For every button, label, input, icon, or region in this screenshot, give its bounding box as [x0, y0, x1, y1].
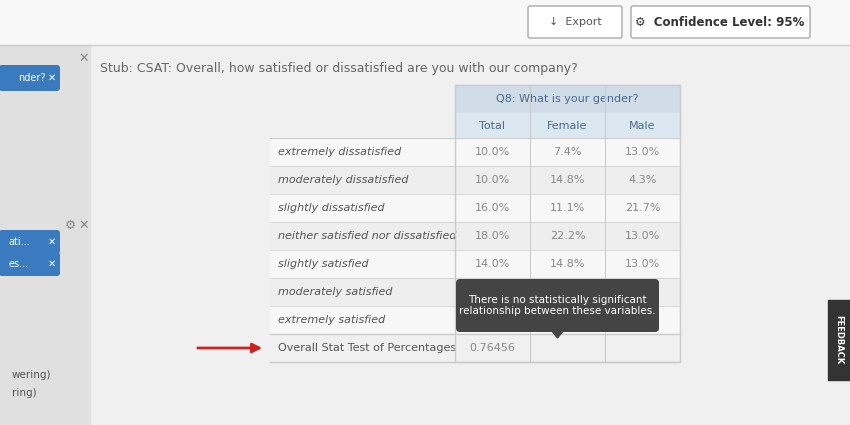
Text: moderately dissatisfied: moderately dissatisfied	[278, 175, 409, 185]
Text: wering): wering)	[12, 370, 52, 380]
Text: 13.0%: 13.0%	[625, 259, 660, 269]
Text: 18.0%: 18.0%	[475, 231, 510, 241]
Bar	[828, 300, 850, 380]
FancyBboxPatch shape	[456, 279, 659, 332]
Text: 16.0%: 16.0%	[475, 315, 510, 325]
FancyBboxPatch shape	[528, 6, 622, 38]
Text: ⚙: ⚙	[65, 218, 76, 232]
Text: 14.8%: 14.8%	[550, 287, 586, 297]
Bar	[270, 278, 680, 306]
Text: ati...: ati...	[8, 237, 30, 247]
Text: 7.4%: 7.4%	[553, 147, 581, 157]
Text: Total: Total	[479, 121, 506, 130]
Text: 0.76456: 0.76456	[469, 343, 515, 353]
Text: 4.3%: 4.3%	[628, 175, 657, 185]
FancyBboxPatch shape	[0, 65, 60, 91]
Text: extremely satisfied: extremely satisfied	[278, 315, 385, 325]
Text: ring): ring)	[12, 388, 37, 398]
Bar	[455, 113, 680, 138]
Text: Overall Stat Test of Percentages: Overall Stat Test of Percentages	[278, 343, 456, 353]
Text: 14.8%: 14.8%	[550, 259, 586, 269]
Text: Female: Female	[547, 121, 587, 130]
Text: slightly dissatisfied: slightly dissatisfied	[278, 203, 384, 213]
Bar	[270, 334, 680, 362]
Bar	[455, 85, 680, 113]
Text: 21.7%: 21.7%	[625, 203, 660, 213]
Bar	[270, 250, 680, 278]
Bar	[270, 138, 680, 166]
Text: es...: es...	[8, 259, 28, 269]
Text: Q8: What is your gender?: Q8: What is your gender?	[496, 94, 638, 104]
Text: 14.0%: 14.0%	[475, 259, 510, 269]
Text: ✕: ✕	[48, 237, 56, 247]
Text: ✕: ✕	[48, 73, 56, 83]
Bar	[270, 306, 680, 334]
Bar	[270, 166, 680, 194]
FancyBboxPatch shape	[0, 230, 60, 254]
Polygon shape	[549, 328, 565, 338]
Text: nder?: nder?	[18, 73, 46, 83]
Text: 14.8%: 14.8%	[550, 175, 586, 185]
FancyBboxPatch shape	[631, 6, 810, 38]
Bar	[270, 222, 680, 250]
Text: 13.0%: 13.0%	[625, 147, 660, 157]
Text: slightly satisfied: slightly satisfied	[278, 259, 369, 269]
Text: extremely dissatisfied: extremely dissatisfied	[278, 147, 401, 157]
Bar	[0, 0, 850, 45]
Text: 16.0%: 16.0%	[475, 287, 510, 297]
Text: 10.0%: 10.0%	[475, 175, 510, 185]
Bar	[455, 85, 680, 362]
Text: 22.2%: 22.2%	[550, 231, 586, 241]
Text: ✕: ✕	[79, 51, 89, 65]
Text: 10.0%: 10.0%	[475, 147, 510, 157]
Text: ✕: ✕	[79, 218, 89, 232]
Bar	[270, 194, 680, 222]
Text: FEEDBACK: FEEDBACK	[835, 315, 843, 365]
Text: Male: Male	[629, 121, 655, 130]
Text: neither satisfied nor dissatisfied: neither satisfied nor dissatisfied	[278, 231, 456, 241]
Text: There is no statistically significant
relationship between these variables.: There is no statistically significant re…	[459, 295, 656, 316]
Text: 17.4%: 17.4%	[625, 287, 660, 297]
Text: 13.0%: 13.0%	[625, 231, 660, 241]
Text: ⚙  Confidence Level: 95%: ⚙ Confidence Level: 95%	[635, 15, 805, 28]
Text: ✕: ✕	[48, 259, 56, 269]
FancyBboxPatch shape	[0, 252, 60, 276]
Bar	[0, 45, 90, 425]
Text: moderately satisfied: moderately satisfied	[278, 287, 393, 297]
Text: Stub: CSAT: Overall, how satisfied or dissatisfied are you with our company?: Stub: CSAT: Overall, how satisfied or di…	[100, 62, 578, 74]
Text: 16.0%: 16.0%	[475, 203, 510, 213]
Text: ↓  Export: ↓ Export	[548, 17, 601, 27]
Text: 11.1%: 11.1%	[550, 203, 585, 213]
